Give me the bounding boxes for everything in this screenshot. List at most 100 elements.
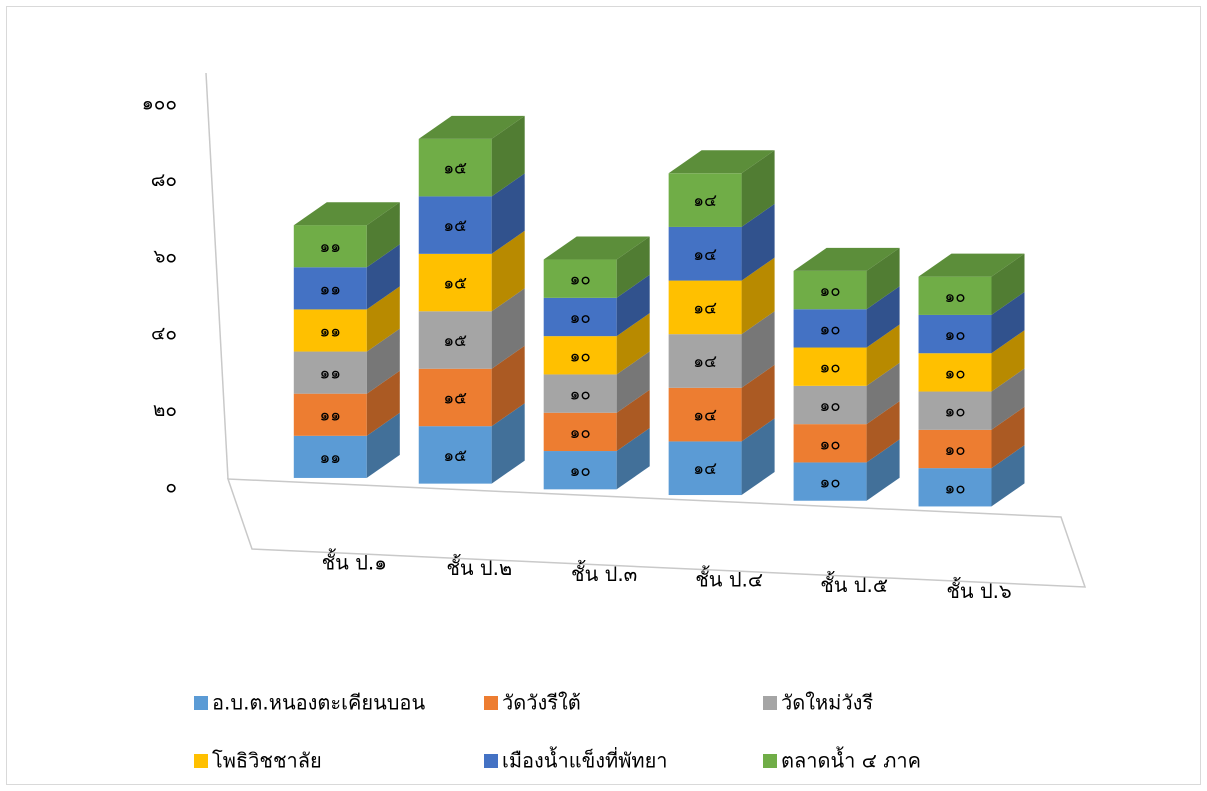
data-label: ๑๔ [693, 406, 717, 426]
bar-segment-front [543, 259, 617, 298]
bar-segment-front [918, 353, 992, 392]
data-label: ๑๐ [820, 358, 841, 378]
back-wall-line [205, 72, 229, 480]
bar-segment-side [616, 236, 650, 298]
data-label: ๑๔ [693, 352, 717, 372]
legend-entry: เมืองน้ำแข็งที่พัทยา [484, 747, 668, 773]
bar-segment-front [668, 226, 742, 281]
legend-label: วัดใหม่วังรี [781, 691, 873, 715]
legend-label: วัดวังรีใต้ [502, 691, 581, 715]
bar-segment-side [866, 324, 900, 386]
bar-segment-front [418, 253, 492, 312]
data-label: ๑๐ [944, 287, 965, 307]
bar-segment-side [741, 311, 775, 388]
legend-label: โพธิวิชชาลัย [212, 749, 322, 773]
bar-segment-front [668, 173, 742, 227]
bar-segment-side [366, 328, 400, 394]
bar-segment-side [991, 406, 1025, 469]
bar-segment-side [741, 418, 775, 495]
data-label: ๑๐ [820, 396, 841, 416]
bar-top [668, 150, 775, 174]
bar-segment-front [793, 270, 867, 310]
bar-segment-front [793, 309, 867, 348]
bar-segment-side [991, 368, 1025, 430]
data-label: ๑๑ [319, 406, 341, 426]
bar-segment-front [918, 276, 992, 315]
bar-segment-side [866, 439, 900, 501]
bar-segment-front [293, 351, 367, 394]
data-label: ๑๑ [319, 237, 341, 257]
bar-segment-side [866, 401, 900, 463]
legend-swatch [763, 754, 777, 768]
bar-segment-side [491, 288, 525, 369]
bar-segment-front [293, 435, 367, 478]
bar-segment-side [366, 202, 400, 268]
data-label: ๑๕ [443, 331, 467, 351]
y-tick-label: ๘๐ [151, 169, 177, 191]
bar-segment-front [793, 462, 867, 501]
data-label: ๑๔ [693, 459, 717, 479]
chart-floor [226, 478, 1087, 588]
legend: อ.บ.ต.หนองตะเคียนบอน วัดวังรีใต้ วัดใหม่วั… [194, 691, 921, 773]
bar-segment-side [616, 351, 650, 413]
bar-segment-side [991, 445, 1025, 507]
bar-segment-side [991, 291, 1025, 354]
chart-frame: ๐๒๐ ๔๐ ๖๐ ๘๐ ๑๐๐ ๑๑ ๑๑ ๑๑ ๑๑ ๑๑ ๑๑ ๑๕ ๑๕ ๑๕ ๑๕ ๑๕ ๑๕ ๑๐๑… [6, 6, 1201, 785]
bar-segment-side [491, 230, 525, 312]
bar-segment-front [418, 368, 492, 427]
bar-segment-front [668, 387, 742, 442]
bar-segment-front [668, 280, 742, 335]
data-label: ๑๐ [820, 319, 841, 339]
bar-segment-front [418, 196, 492, 254]
data-label: ๑๐ [570, 423, 591, 443]
bar-segment-side [991, 253, 1025, 315]
bar-segment-front [293, 309, 367, 352]
bar-segment-side [491, 173, 525, 254]
bar-segment-front [293, 267, 367, 310]
data-label: ๑๐ [944, 440, 965, 460]
bar-top [543, 236, 650, 260]
bar-segment-front [668, 334, 742, 388]
bar-segment-side [866, 247, 900, 310]
bar-segment-front [793, 347, 867, 386]
bar-top [793, 247, 900, 271]
data-label: ๑๐ [944, 402, 965, 422]
bars: ๑๑๑๑๑๑๑๑๑๑๑๑๑๕๑๕๑๕๑๕๑๕๑๕๑๐๑๐๑๐๑๐๑๐๑๐๑๔๑๔… [293, 115, 1025, 507]
bar-segment-side [491, 403, 525, 484]
data-label: ๑๕ [443, 216, 467, 236]
data-label: ๑๐ [570, 308, 591, 328]
legend-label: เมืองน้ำแข็งที่พัทยา [502, 747, 668, 773]
legend-swatch [194, 696, 208, 710]
bar-segment-side [616, 274, 650, 337]
data-label: ๑๐ [944, 325, 965, 345]
bar-segment-side [366, 412, 400, 478]
data-label: ๑๐ [570, 270, 591, 290]
bar-segment-front [543, 451, 617, 490]
bar-segment-side [616, 313, 650, 375]
bar-segment-side [991, 330, 1025, 392]
value-axis: ๐ ๒๐ ๔๐ ๖๐ ๘๐ ๑๐๐ [142, 72, 229, 498]
y-tick-label: ๑๐๐ [142, 93, 177, 115]
data-label: ๑๐ [944, 363, 965, 383]
category-label: ชั้น ป.๕ [820, 571, 888, 597]
data-label: ๑๐ [570, 346, 591, 366]
bar-top [293, 202, 400, 226]
bar-segment-side [866, 286, 900, 348]
bar-top [918, 253, 1025, 277]
legend-entry: วัดวังรีใต้ [484, 691, 581, 715]
category-label: ชั้น ป.๒ [446, 554, 512, 580]
y-tick-label: ๒๐ [153, 399, 177, 421]
data-label: ๑๕ [443, 388, 467, 408]
y-tick-label: ๔๐ [151, 322, 177, 344]
data-label: ๑๐ [570, 461, 591, 481]
data-label: ๑๐ [570, 385, 591, 405]
bar-segment-side [366, 244, 400, 310]
y-tick-label: ๐ [165, 476, 177, 498]
legend-swatch [484, 696, 498, 710]
bar-segment-front [918, 468, 992, 507]
data-label: ๑๐ [820, 281, 841, 301]
